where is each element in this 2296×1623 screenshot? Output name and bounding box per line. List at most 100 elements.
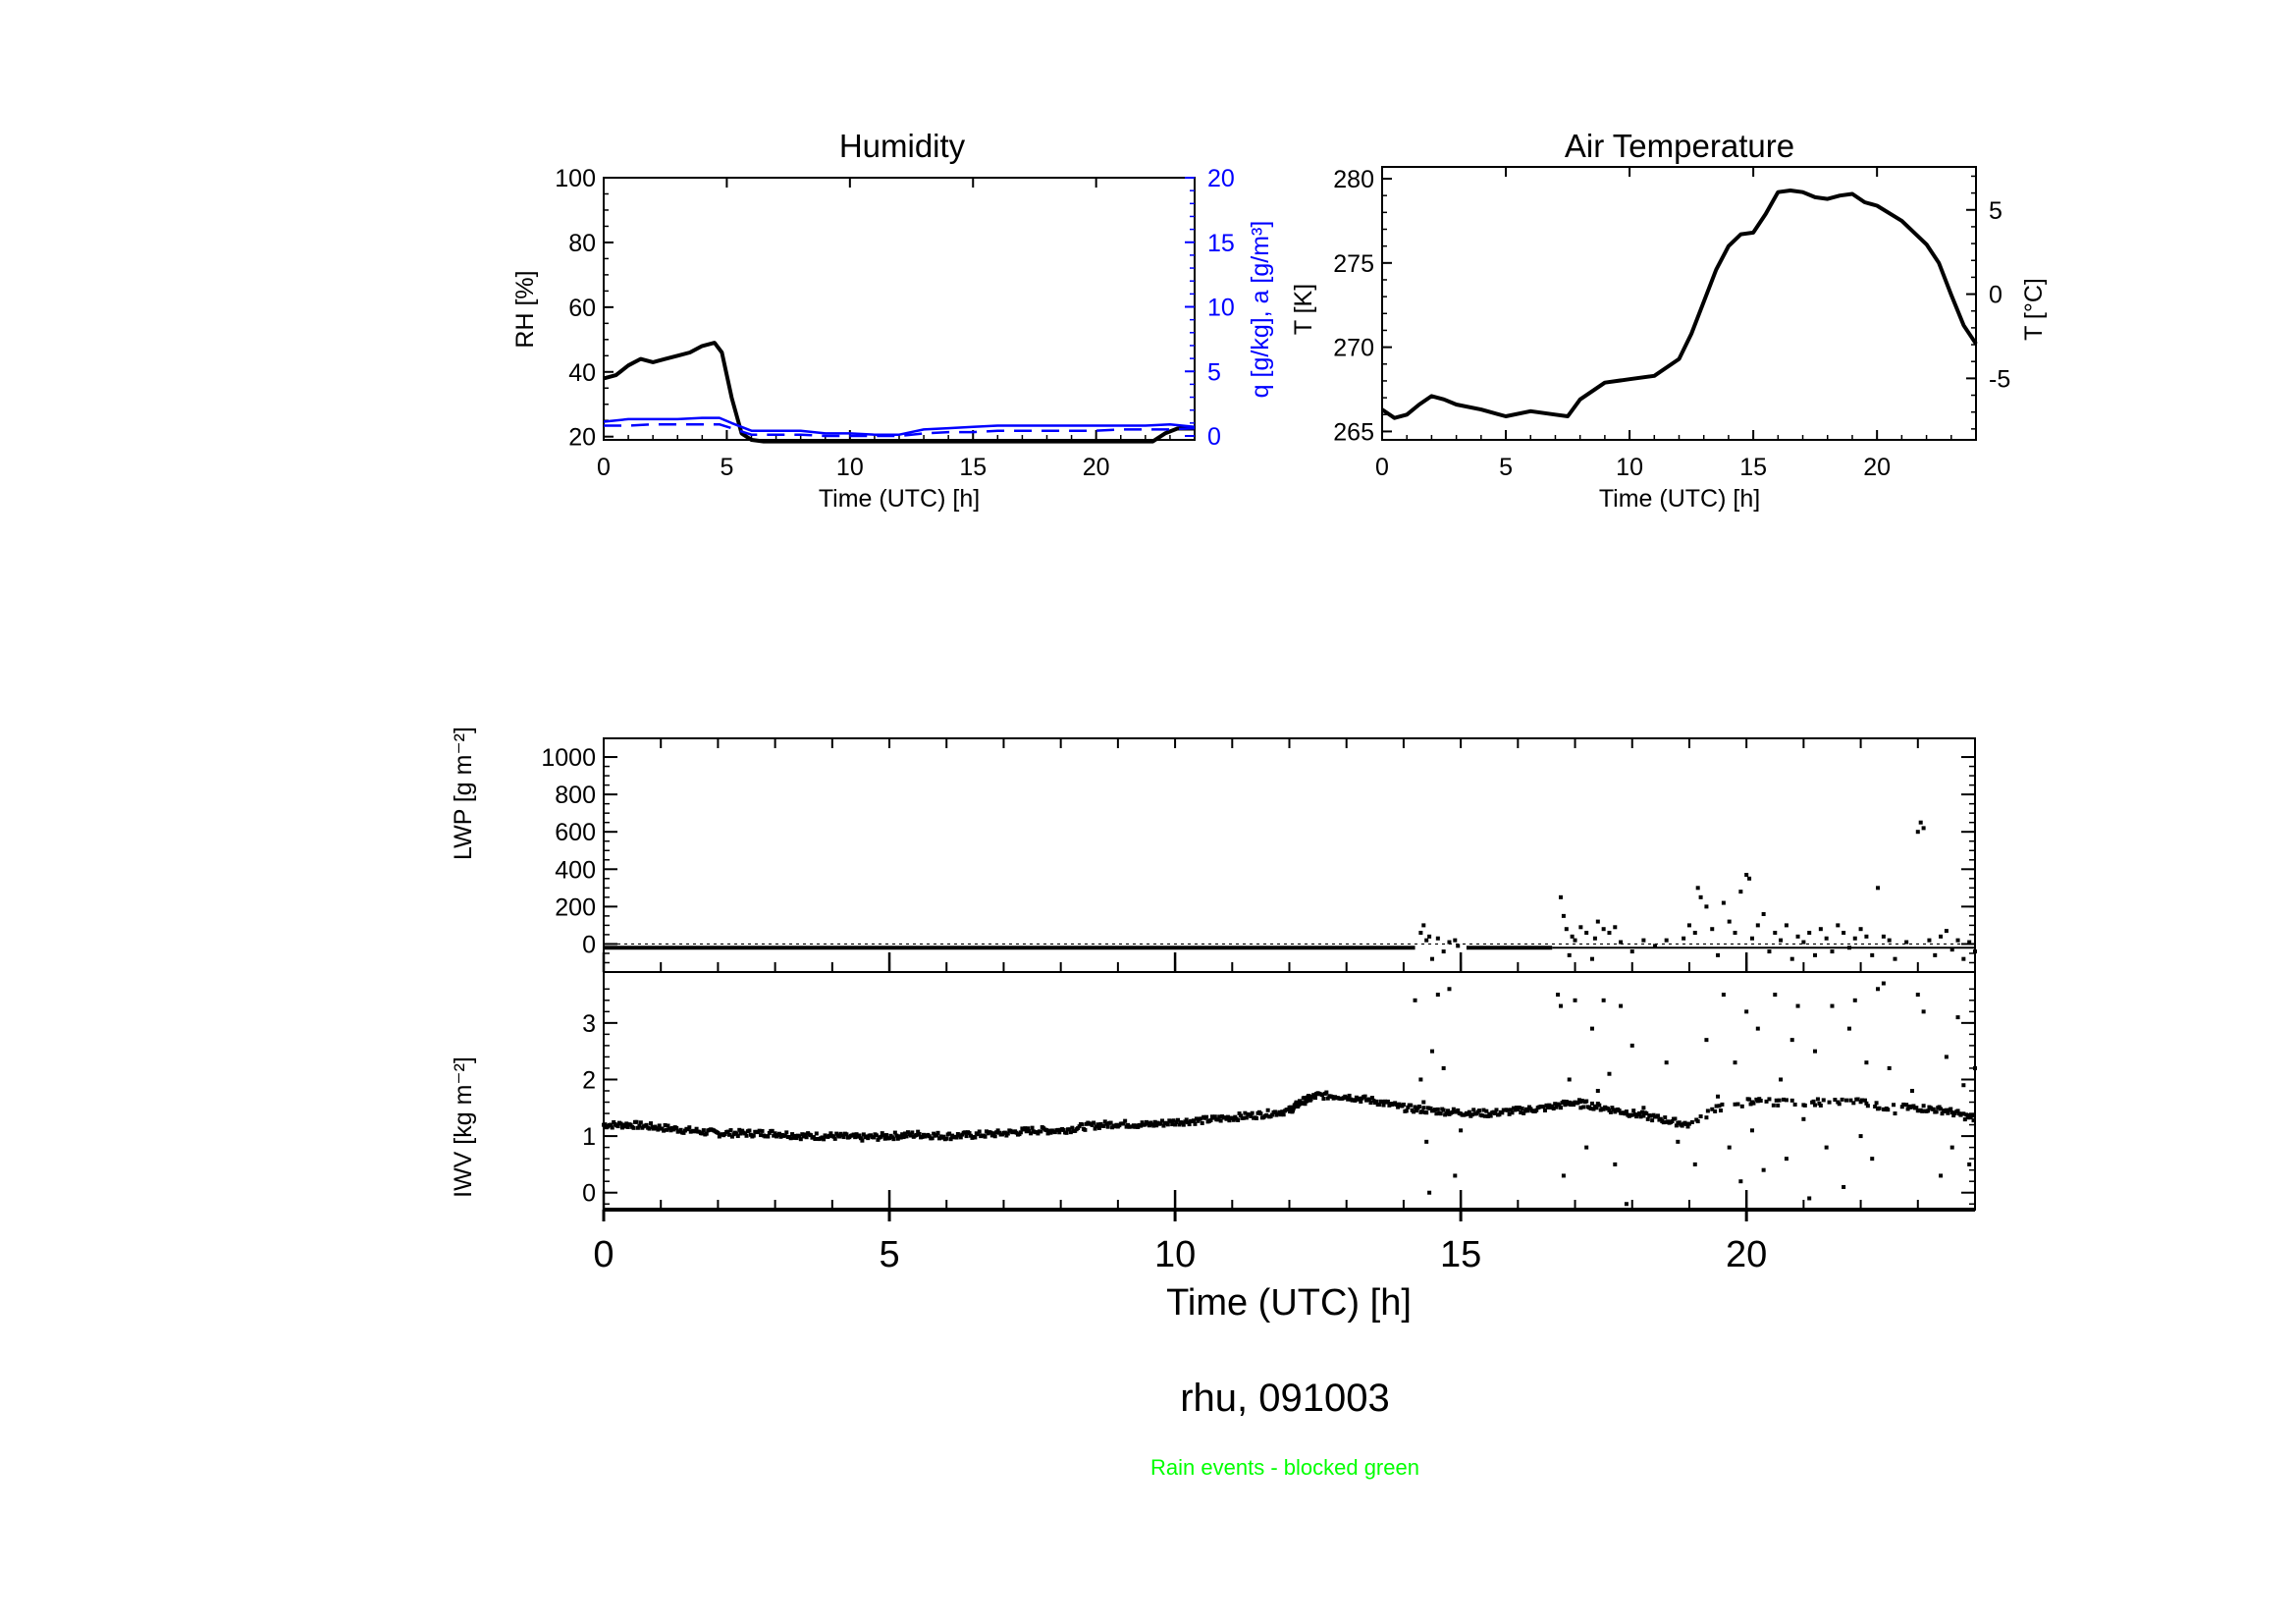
lwp-point (1424, 938, 1429, 943)
iwv-point (1366, 1097, 1371, 1102)
iwv-point (1905, 1107, 1910, 1111)
iwv-point (1674, 1123, 1679, 1128)
lwp-point (1427, 934, 1432, 939)
iwv-point (1270, 1112, 1275, 1117)
iwv-point (1412, 1109, 1416, 1114)
iwv-point (1886, 1108, 1891, 1112)
iwv-point (717, 1134, 721, 1139)
lwp-point (1864, 934, 1869, 939)
iwv-point (1563, 1103, 1568, 1108)
iwv-point (1194, 1116, 1199, 1121)
iwv-point (1940, 1111, 1945, 1116)
iwv-point (1578, 1106, 1583, 1110)
iwv-point (876, 1137, 881, 1142)
lwp-point (1584, 931, 1589, 936)
iwv-point (1258, 1111, 1263, 1116)
iwv-point (1637, 1110, 1642, 1115)
iwv-ticks: 0 1 2 3 0 5 10 15 20 (582, 988, 1976, 1275)
iwv-point (1255, 1116, 1259, 1121)
iwv-point (1520, 1106, 1524, 1110)
iwv-point (735, 1134, 740, 1139)
iwv-point (1677, 1120, 1682, 1125)
iwv-point (1173, 1122, 1178, 1127)
iwv-point (804, 1135, 809, 1140)
lwp-point (1710, 927, 1715, 932)
lwp-point (1904, 940, 1909, 945)
iwv-point (644, 1122, 649, 1127)
humidity-ytick-right-label: 10 (1207, 295, 1235, 322)
lwp-point (1561, 913, 1566, 918)
lwp-point (1692, 931, 1697, 936)
lwp-point (1727, 919, 1732, 924)
lwp-point (1558, 894, 1563, 899)
temperature-ytick-label: 270 (1333, 335, 1374, 362)
lwp-point (1441, 949, 1446, 954)
lwp-point (1944, 929, 1949, 934)
iwv-point (1921, 1009, 1926, 1014)
lwp-point (1590, 956, 1595, 961)
humidity-xtick-label: 15 (959, 454, 987, 481)
lwp-point (1921, 826, 1926, 831)
lwp-point (1887, 938, 1892, 943)
lwp-point (1447, 940, 1452, 945)
iwv-point (747, 1128, 752, 1133)
iwv-point (861, 1132, 866, 1137)
iwv-point (1713, 1109, 1718, 1113)
iwv-point (1901, 1102, 1906, 1107)
iwv-point (1002, 1130, 1007, 1135)
iwv-point (704, 1131, 709, 1136)
iwv-point (1121, 1121, 1126, 1126)
iwv-point (1545, 1105, 1550, 1109)
lwp-point (1695, 886, 1700, 891)
iwv-point (1453, 1173, 1458, 1178)
iwv-point (1218, 1118, 1223, 1123)
iwv-point (1177, 1122, 1182, 1127)
iwv-point (1836, 1100, 1841, 1105)
humidity-xtick-label: 5 (720, 454, 733, 481)
iwv-xtick-label: 20 (1726, 1234, 1767, 1275)
iwv-point (1479, 1113, 1484, 1118)
iwv-point (1030, 1125, 1035, 1130)
iwv-point (1955, 1015, 1960, 1020)
iwv-point (1239, 1113, 1244, 1118)
iwv-point (1217, 1114, 1222, 1119)
humidity-ytick-label: 100 (555, 165, 596, 192)
iwv-point (1846, 1026, 1851, 1031)
iwv-point (935, 1130, 940, 1135)
iwv-point (1892, 1103, 1896, 1108)
humidity-series (603, 341, 1196, 444)
iwv-point (1899, 1105, 1904, 1109)
iwv-point (1381, 1103, 1386, 1108)
iwv-point (1758, 1098, 1763, 1103)
iwv-point (954, 1135, 959, 1140)
lwp-point (1949, 947, 1954, 952)
iwv-point (977, 1129, 982, 1134)
iwv-point (1821, 1098, 1826, 1103)
iwv-point (858, 1136, 863, 1141)
iwv-point (917, 1131, 922, 1136)
iwv-point (1727, 1145, 1732, 1150)
iwv-point (1584, 1145, 1589, 1150)
iwv-point (882, 1136, 887, 1141)
lwp-point (1918, 820, 1923, 825)
iwv-point (751, 1133, 756, 1138)
iwv-point (1469, 1112, 1474, 1117)
temperature-ytick-right-label: 5 (1989, 197, 2002, 225)
iwv-point (1661, 1120, 1666, 1125)
iwv-point (1739, 1104, 1744, 1109)
iwv-point (1064, 1130, 1069, 1135)
iwv-point (1057, 1130, 1062, 1135)
lwp-point (1915, 830, 1920, 835)
iwv-point (767, 1130, 772, 1135)
lwp-series (604, 820, 1977, 961)
iwv-point (759, 1133, 764, 1138)
lwp-point (1733, 931, 1737, 936)
iwv-point (1143, 1122, 1148, 1127)
iwv-point (1970, 1113, 1975, 1118)
iwv-point (1855, 1097, 1860, 1102)
iwv-point (854, 1132, 859, 1137)
iwv-point (665, 1127, 669, 1132)
humidity-xtick-label: 0 (597, 454, 611, 481)
humidity-title: Humidity (839, 128, 966, 164)
iwv-point (701, 1128, 706, 1133)
